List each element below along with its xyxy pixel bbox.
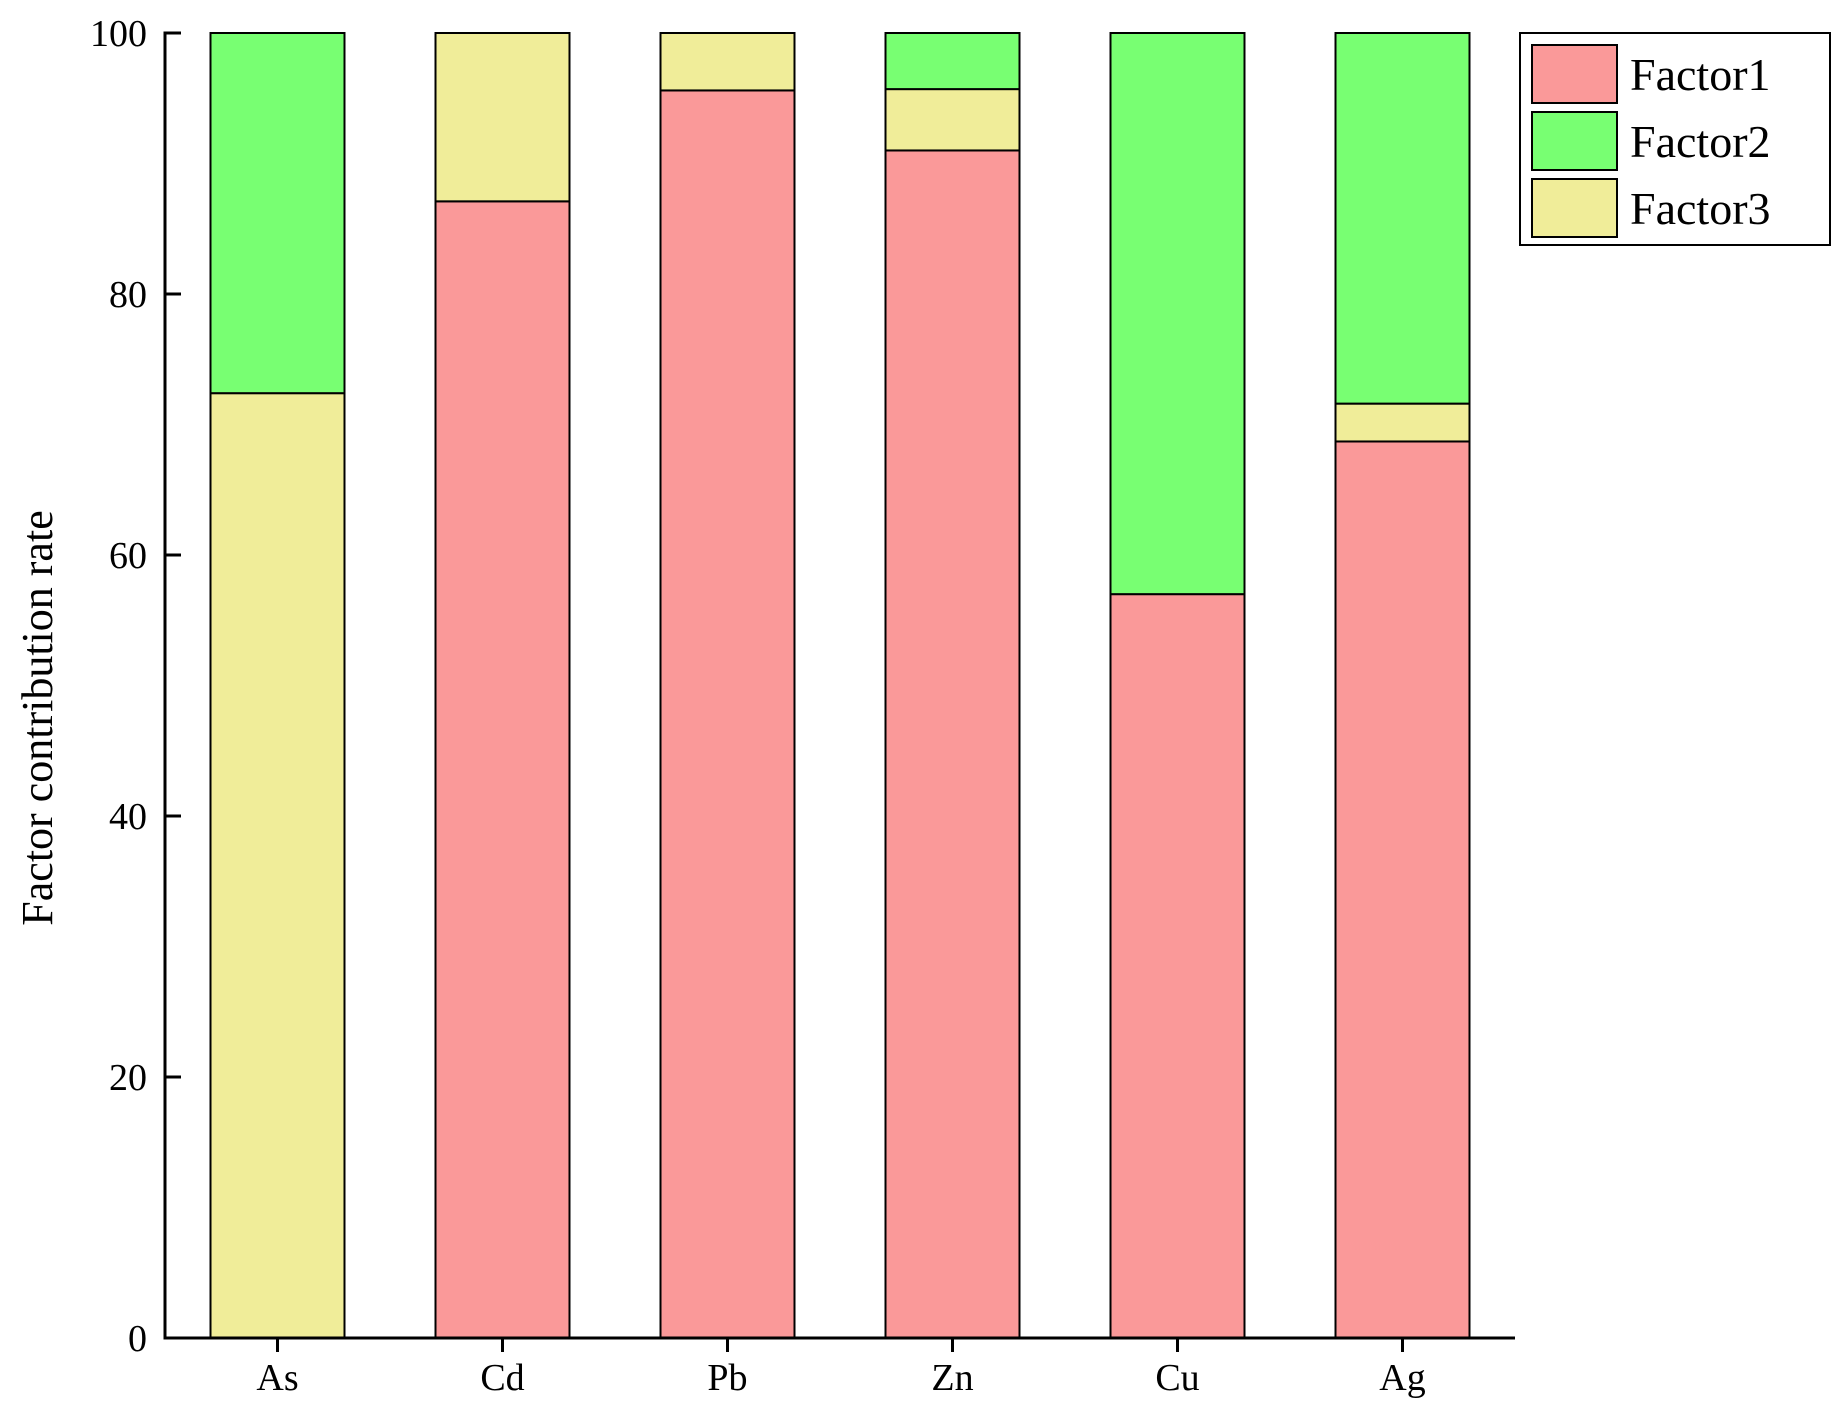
y-tick-label: 80	[109, 274, 147, 316]
y-tick-label: 20	[109, 1057, 147, 1099]
bar-as-factor2	[209, 32, 346, 395]
legend-label-factor2: Factor2	[1630, 116, 1771, 167]
x-tick-label: As	[256, 1357, 298, 1399]
axes-layer: 0 20 40 60 80 100 As Cd Pb Zn Cu Ag	[90, 13, 1515, 1399]
legend-swatch-factor2	[1531, 111, 1618, 171]
y-tick-label: 0	[128, 1318, 147, 1360]
y-axis-title: Factor contribution rate	[13, 510, 62, 925]
bar-cd-factor1	[434, 200, 571, 1340]
legend-swatch-factor1	[1531, 44, 1618, 104]
bar-zn-factor1	[884, 149, 1021, 1340]
bar-zn-factor3	[884, 88, 1021, 152]
x-tick-label: Ag	[1379, 1357, 1425, 1399]
x-tick-label: Cd	[480, 1357, 524, 1399]
bar-pb-factor3	[659, 32, 796, 92]
bar-cu-factor2	[1109, 32, 1246, 596]
bar-ag-factor3	[1334, 402, 1471, 443]
bar-cd-factor3	[434, 32, 571, 203]
x-tick-label: Cu	[1155, 1357, 1199, 1399]
y-tick-label: 100	[90, 13, 147, 55]
legend-label-factor1: Factor1	[1630, 49, 1771, 100]
bar-as-factor3	[209, 392, 346, 1339]
y-tick-label: 40	[109, 796, 147, 838]
bar-pb-factor1	[659, 89, 796, 1339]
bars-layer	[209, 32, 1471, 1340]
bar-ag-factor2	[1334, 32, 1471, 405]
bar-ag-factor1	[1334, 440, 1471, 1339]
bar-zn-factor2	[884, 32, 1021, 91]
bar-cu-factor1	[1109, 593, 1246, 1339]
legend: Factor1 Factor2 Factor3	[1519, 32, 1831, 246]
legend-swatch-factor3	[1531, 178, 1618, 238]
legend-label-factor3: Factor3	[1630, 183, 1771, 234]
x-tick-label: Pb	[707, 1357, 747, 1399]
y-tick-label: 60	[109, 535, 147, 577]
x-tick-label: Zn	[931, 1357, 973, 1399]
